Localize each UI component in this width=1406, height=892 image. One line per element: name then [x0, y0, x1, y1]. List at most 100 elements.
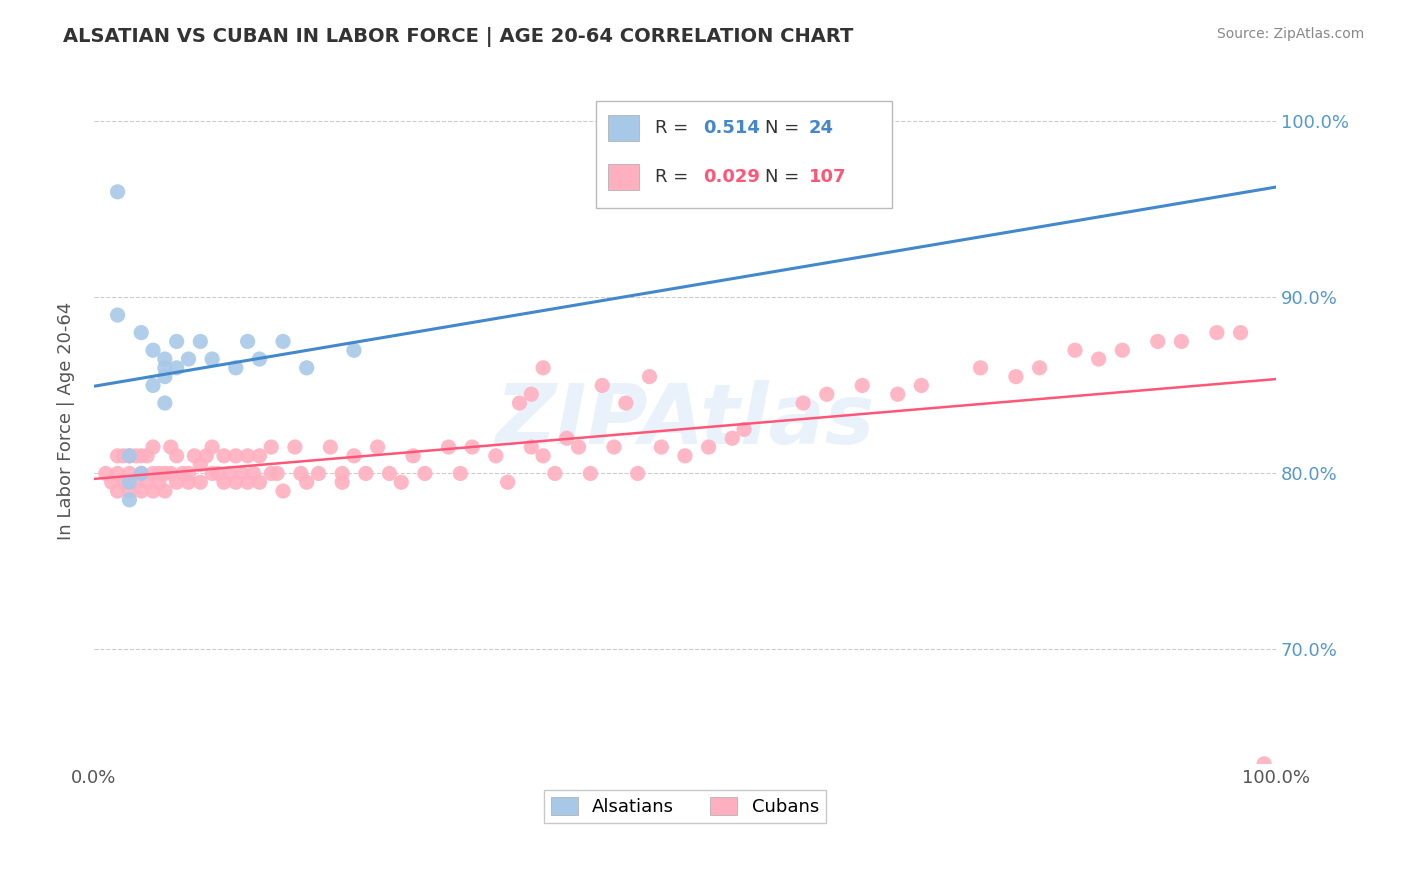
Point [520, 387, 543, 401]
Point [295, 360, 318, 375]
Point [142, 378, 165, 392]
Point [142, 483, 165, 498]
Point [555, 431, 578, 445]
Point [815, 387, 838, 401]
Point [107, 467, 129, 481]
Point [886, 387, 908, 401]
Point [212, 475, 235, 490]
Point [544, 467, 567, 481]
Point [485, 449, 508, 463]
Point [231, 467, 253, 481]
Bar [609, 164, 638, 190]
Point [142, 467, 165, 481]
Point [107, 483, 129, 498]
Text: 24: 24 [808, 119, 834, 136]
Point [153, 483, 176, 498]
Point [188, 458, 211, 472]
Point [118, 492, 141, 507]
Point [1253, 756, 1275, 771]
Legend: Alsatians, Cubans: Alsatians, Cubans [544, 789, 827, 823]
Point [733, 422, 755, 436]
Point [437, 440, 460, 454]
Point [330, 475, 353, 490]
Point [212, 449, 235, 463]
Point [225, 360, 247, 375]
Point [638, 369, 661, 384]
Point [118, 449, 141, 463]
Point [112, 475, 135, 490]
Point [94, 467, 117, 481]
Point [142, 440, 165, 454]
Point [1005, 369, 1028, 384]
Point [118, 475, 141, 490]
Text: Source: ZipAtlas.com: Source: ZipAtlas.com [1216, 27, 1364, 41]
Point [910, 378, 932, 392]
Point [201, 352, 224, 367]
Point [567, 440, 589, 454]
Point [148, 475, 170, 490]
Point [177, 352, 200, 367]
Text: ZIPAtlas: ZIPAtlas [495, 380, 875, 461]
Point [697, 440, 720, 454]
Point [520, 440, 543, 454]
Point [792, 396, 814, 410]
Point [148, 467, 170, 481]
Point [449, 467, 471, 481]
Point [295, 475, 318, 490]
Point [673, 449, 696, 463]
Point [166, 334, 188, 349]
Point [166, 360, 188, 375]
Y-axis label: In Labor Force | Age 20-64: In Labor Force | Age 20-64 [58, 301, 75, 540]
Point [118, 467, 141, 481]
Point [343, 449, 366, 463]
Point [260, 440, 283, 454]
Point [249, 449, 271, 463]
Text: N =: N = [765, 168, 806, 186]
Point [218, 467, 240, 481]
Point [188, 475, 211, 490]
Point [183, 449, 205, 463]
Point [1146, 334, 1168, 349]
Point [207, 467, 229, 481]
Point [129, 326, 152, 340]
Point [650, 440, 672, 454]
Point [579, 467, 602, 481]
Point [284, 440, 307, 454]
Point [236, 449, 259, 463]
Point [1064, 343, 1087, 358]
Point [129, 467, 152, 481]
Point [389, 475, 412, 490]
Text: 0.029: 0.029 [703, 168, 759, 186]
Point [172, 467, 194, 481]
Point [308, 467, 330, 481]
Point [496, 475, 519, 490]
Point [153, 352, 176, 367]
Text: 0.514: 0.514 [703, 119, 759, 136]
Point [118, 449, 141, 463]
Point [225, 475, 247, 490]
Point [225, 449, 247, 463]
Point [100, 475, 122, 490]
Point [367, 440, 389, 454]
Point [195, 449, 218, 463]
Point [153, 467, 176, 481]
Point [266, 467, 288, 481]
Point [129, 449, 152, 463]
Point [271, 334, 294, 349]
Text: R =: R = [655, 119, 695, 136]
Point [142, 343, 165, 358]
Text: 107: 107 [808, 168, 846, 186]
Point [1229, 326, 1251, 340]
Point [531, 360, 554, 375]
Point [153, 369, 176, 384]
Point [136, 475, 159, 490]
Point [166, 449, 188, 463]
Point [201, 440, 224, 454]
Point [290, 467, 312, 481]
Point [107, 449, 129, 463]
Point [1111, 343, 1133, 358]
Point [627, 467, 650, 481]
Point [136, 449, 159, 463]
Point [271, 483, 294, 498]
Point [236, 475, 259, 490]
